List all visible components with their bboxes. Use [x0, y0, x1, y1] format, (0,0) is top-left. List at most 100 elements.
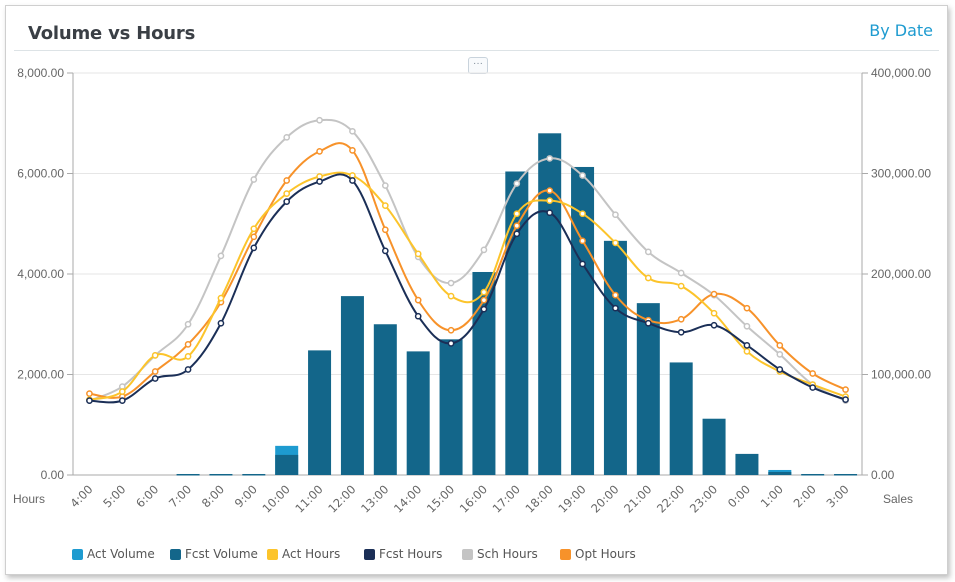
- bar-fcst-volume[interactable]: [735, 453, 759, 475]
- point-fcst-hours[interactable]: [184, 366, 192, 373]
- point-sch-hours[interactable]: [644, 248, 652, 256]
- point-fcst-hours[interactable]: [381, 247, 389, 255]
- line-fcst-hours[interactable]: [89, 173, 846, 404]
- point-opt-hours[interactable]: [480, 296, 488, 304]
- legend-item-act-hours[interactable]: Act Hours: [267, 547, 364, 561]
- point-opt-hours[interactable]: [184, 341, 192, 348]
- point-act-hours[interactable]: [612, 239, 619, 247]
- line-sch-hours[interactable]: [89, 118, 847, 402]
- bar-fcst-volume[interactable]: [373, 324, 397, 475]
- point-opt-hours[interactable]: [809, 370, 817, 377]
- point-fcst-hours[interactable]: [118, 397, 126, 404]
- bar-fcst-volume[interactable]: [439, 339, 463, 475]
- bar-fcst-volume[interactable]: [275, 454, 299, 475]
- point-opt-hours[interactable]: [151, 368, 159, 375]
- legend-item-act-volume[interactable]: Act Volume: [72, 547, 170, 561]
- point-act-hours[interactable]: [283, 190, 291, 197]
- bar-fcst-volume[interactable]: [702, 418, 726, 475]
- point-fcst-hours[interactable]: [579, 260, 586, 268]
- point-fcst-hours[interactable]: [743, 342, 751, 349]
- bar-fcst-volume[interactable]: [340, 296, 364, 475]
- point-fcst-hours[interactable]: [612, 304, 619, 312]
- point-opt-hours[interactable]: [677, 315, 685, 323]
- by-date-link[interactable]: By Date: [869, 21, 933, 40]
- line-opt-hours[interactable]: [89, 142, 847, 399]
- point-fcst-hours[interactable]: [546, 209, 554, 217]
- bar-fcst-volume[interactable]: [472, 271, 496, 475]
- point-fcst-hours[interactable]: [151, 375, 159, 382]
- point-opt-hours[interactable]: [513, 222, 521, 230]
- point-opt-hours[interactable]: [381, 226, 389, 234]
- point-sch-hours[interactable]: [283, 133, 291, 141]
- point-fcst-hours[interactable]: [283, 198, 291, 205]
- point-sch-hours[interactable]: [579, 172, 586, 179]
- point-sch-hours[interactable]: [677, 269, 685, 277]
- point-fcst-hours[interactable]: [316, 178, 323, 185]
- point-sch-hours[interactable]: [546, 155, 554, 162]
- point-sch-hours[interactable]: [184, 320, 192, 328]
- point-act-hours[interactable]: [151, 352, 159, 359]
- point-fcst-hours[interactable]: [513, 230, 521, 238]
- point-fcst-hours[interactable]: [217, 319, 225, 327]
- point-opt-hours[interactable]: [414, 296, 422, 304]
- point-act-hours[interactable]: [250, 225, 258, 233]
- point-act-hours[interactable]: [480, 288, 488, 296]
- point-act-hours[interactable]: [677, 282, 685, 290]
- more-options-button[interactable]: ···: [468, 57, 488, 74]
- point-opt-hours[interactable]: [710, 290, 718, 298]
- point-fcst-hours[interactable]: [447, 339, 455, 347]
- bar-fcst-volume[interactable]: [669, 362, 693, 475]
- point-sch-hours[interactable]: [776, 351, 784, 358]
- bar-fcst-volume[interactable]: [406, 351, 430, 475]
- point-act-hours[interactable]: [546, 197, 554, 204]
- point-sch-hours[interactable]: [513, 180, 521, 187]
- point-fcst-hours[interactable]: [250, 244, 258, 252]
- bar-fcst-volume[interactable]: [801, 473, 825, 476]
- point-act-hours[interactable]: [381, 202, 389, 210]
- point-sch-hours[interactable]: [612, 211, 619, 219]
- legend-item-fcst-volume[interactable]: Fcst Volume: [170, 547, 267, 561]
- point-opt-hours[interactable]: [546, 187, 554, 194]
- point-fcst-hours[interactable]: [710, 321, 718, 329]
- point-opt-hours[interactable]: [283, 177, 291, 184]
- point-sch-hours[interactable]: [217, 252, 225, 260]
- point-sch-hours[interactable]: [480, 246, 488, 254]
- legend-item-sch-hours[interactable]: Sch Hours: [462, 547, 560, 561]
- bar-fcst-volume[interactable]: [538, 133, 562, 476]
- line-act-hours[interactable]: [89, 171, 846, 401]
- point-sch-hours[interactable]: [743, 322, 751, 330]
- point-act-hours[interactable]: [414, 250, 422, 258]
- point-fcst-hours[interactable]: [86, 397, 93, 404]
- point-sch-hours[interactable]: [349, 127, 356, 135]
- bar-fcst-volume[interactable]: [209, 473, 233, 476]
- point-act-hours[interactable]: [217, 294, 225, 302]
- point-opt-hours[interactable]: [776, 342, 784, 349]
- point-act-hours[interactable]: [644, 274, 652, 282]
- legend-item-fcst-hours[interactable]: Fcst Hours: [364, 547, 462, 561]
- bar-fcst-volume[interactable]: [242, 473, 266, 476]
- point-opt-hours[interactable]: [743, 304, 751, 312]
- point-fcst-hours[interactable]: [480, 305, 488, 313]
- point-sch-hours[interactable]: [316, 116, 323, 124]
- legend-item-opt-hours[interactable]: Opt Hours: [560, 547, 650, 561]
- point-opt-hours[interactable]: [842, 386, 849, 393]
- point-sch-hours[interactable]: [250, 176, 258, 183]
- bar-fcst-volume[interactable]: [505, 171, 529, 476]
- point-fcst-hours[interactable]: [842, 396, 849, 403]
- bar-fcst-volume[interactable]: [308, 350, 332, 475]
- point-opt-hours[interactable]: [250, 233, 258, 241]
- point-act-hours[interactable]: [184, 353, 192, 360]
- point-sch-hours[interactable]: [381, 182, 389, 189]
- point-fcst-hours[interactable]: [414, 312, 422, 320]
- bar-fcst-volume[interactable]: [768, 471, 792, 475]
- point-sch-hours[interactable]: [447, 279, 455, 287]
- bar-fcst-volume[interactable]: [571, 166, 595, 475]
- point-act-hours[interactable]: [579, 210, 586, 218]
- point-opt-hours[interactable]: [447, 326, 455, 334]
- point-act-hours[interactable]: [710, 309, 718, 317]
- bar-fcst-volume[interactable]: [603, 240, 627, 475]
- point-act-hours[interactable]: [118, 388, 126, 395]
- point-fcst-hours[interactable]: [809, 384, 817, 391]
- point-opt-hours[interactable]: [316, 148, 323, 155]
- point-opt-hours[interactable]: [612, 291, 619, 299]
